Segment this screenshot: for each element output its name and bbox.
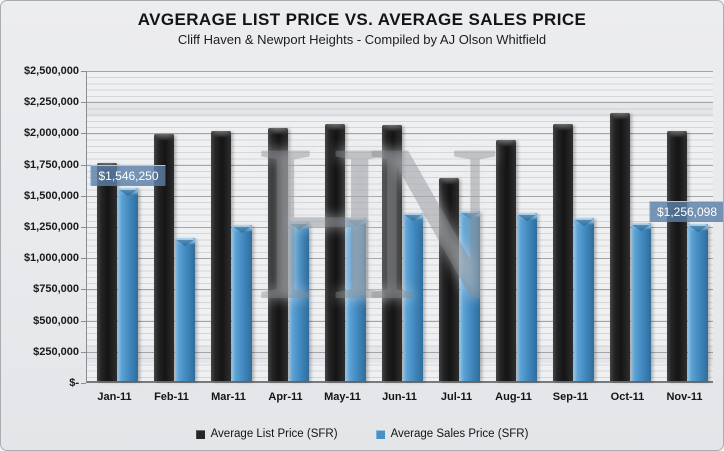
y-axis-label: $500,000 (33, 314, 79, 327)
legend-label: Average Sales Price (SFR) (390, 428, 529, 440)
legend-marker-list-icon (195, 429, 205, 439)
y-axis-label: $2,500,000 (23, 65, 79, 77)
y-axis-label: $1,000,000 (23, 252, 79, 265)
bar-average-sales-price (631, 222, 651, 381)
bar-average-sales-price (517, 212, 537, 381)
y-axis-label: $- (69, 377, 79, 389)
x-axis-label: Jun-11 (382, 391, 417, 403)
bar-average-sales-price (232, 225, 252, 381)
bar-average-list-price (154, 133, 174, 381)
bar-average-sales-price (460, 210, 480, 381)
legend-label: Average List Price (SFR) (210, 428, 338, 440)
x-axis-label: Feb-11 (154, 391, 189, 403)
y-axis-tick (81, 195, 86, 197)
y-axis-label: $1,250,000 (23, 221, 79, 233)
bar-average-sales-price (688, 224, 708, 381)
y-axis-label: $1,750,000 (23, 158, 79, 171)
chart-subtitle: Cliff Haven & Newport Heights - Compiled… (177, 32, 547, 47)
bar-average-list-price (553, 123, 573, 381)
bar-average-sales-price (346, 218, 366, 381)
plot-shade-band (87, 101, 713, 117)
x-axis-label: Mar-11 (211, 391, 246, 403)
gridline-major (87, 102, 713, 104)
y-axis-label: $250,000 (33, 345, 79, 358)
bar-average-list-price (325, 123, 345, 381)
x-axis-label: Nov-11 (666, 391, 703, 403)
bar-average-list-price (439, 177, 459, 381)
y-axis-tick (81, 133, 86, 135)
y-axis-tick (81, 227, 86, 228)
x-axis-label: Jul-11 (440, 391, 473, 403)
y-axis-tick (81, 71, 86, 72)
x-axis-label: Apr-11 (268, 391, 303, 403)
y-axis-tick (81, 351, 86, 353)
bar-average-sales-price (403, 212, 423, 381)
chart-title: AVGERAGE LIST PRICE VS. AVERAGE SALES PR… (137, 10, 587, 29)
bar-average-list-price (610, 112, 630, 381)
data-label: $1,546,250 (90, 165, 166, 187)
y-axis-label: $2,000,000 (23, 127, 79, 140)
x-axis-label: Aug-11 (495, 391, 532, 403)
data-label: $1,256,098 (648, 201, 723, 223)
legend-marker-sales-icon (375, 429, 385, 439)
bar-average-list-price (496, 139, 516, 381)
y-axis-tick (81, 258, 86, 260)
x-axis-label: May-11 (324, 391, 361, 403)
bar-average-sales-price (289, 221, 309, 381)
bar-average-list-price (268, 128, 288, 381)
bar-average-sales-price (574, 217, 594, 381)
bar-average-list-price (382, 125, 402, 381)
legend: Average List Price (SFR) Average Sales Pr… (1, 424, 723, 444)
bar-average-sales-price (175, 238, 195, 381)
legend-item-list-price: Average List Price (SFR) (195, 428, 338, 440)
gridline-major (87, 71, 713, 72)
y-axis-tick (81, 320, 86, 322)
y-axis-tick (81, 102, 86, 104)
bar-average-list-price (667, 131, 687, 381)
plot-area: $1,546,250 $1,256,098 (86, 71, 723, 383)
bar-average-sales-price (118, 188, 138, 381)
y-axis-tick (81, 164, 86, 166)
x-axis-label: Oct-11 (610, 391, 645, 403)
x-axis-label: Jan-11 (97, 391, 132, 403)
y-axis-label: $750,000 (33, 283, 79, 296)
legend-item-sales-price: Average Sales Price (SFR) (375, 428, 529, 440)
y-axis-tick (81, 289, 86, 291)
x-axis-label: Sep-11 (552, 391, 589, 403)
bar-average-list-price (211, 131, 231, 381)
y-axis-label: $1,500,000 (23, 189, 79, 202)
y-axis-label: $2,250,000 (23, 96, 79, 109)
y-axis-tick (81, 383, 86, 384)
bar-average-list-price (97, 162, 117, 381)
